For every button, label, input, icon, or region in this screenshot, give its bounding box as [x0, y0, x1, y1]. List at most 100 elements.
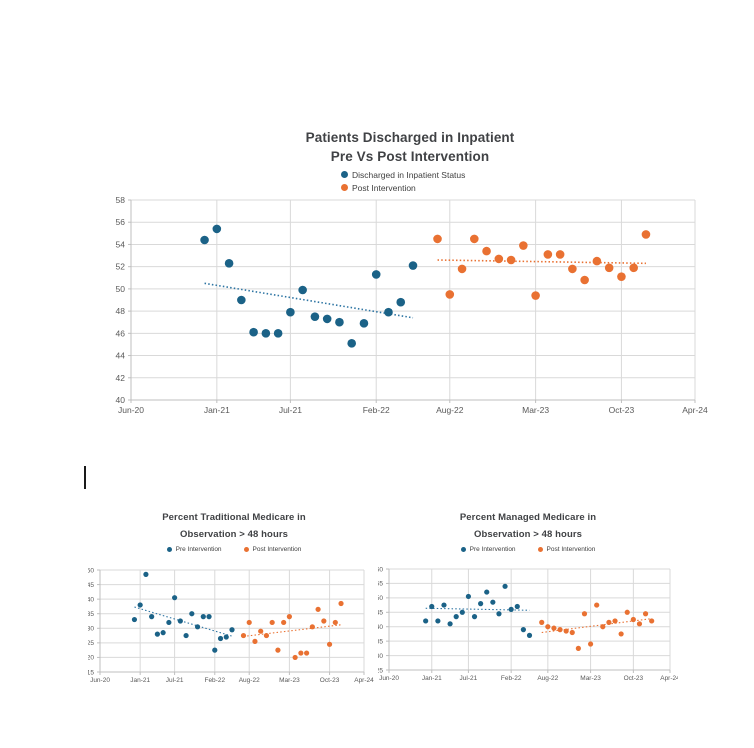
- chart-title-line-1: Percent Traditional Medicare in: [162, 512, 306, 523]
- x-tick-label: Jul-21: [279, 405, 302, 415]
- y-tick-label: 25: [88, 640, 94, 647]
- data-point-post: [594, 602, 600, 608]
- chart-title: Patients Discharged in Inpatient Pre Vs …: [95, 128, 725, 166]
- data-point-post: [470, 234, 479, 244]
- x-tick-label: Oct-23: [320, 677, 340, 684]
- chart-managed-medicare[interactable]: Percent Managed Medicare in Observation …: [378, 505, 678, 695]
- x-tick-label: Apr-24: [682, 405, 708, 415]
- chart-title: Percent Managed Medicare in Observation …: [378, 509, 678, 543]
- data-point-post: [292, 654, 298, 661]
- data-point-pre: [429, 603, 435, 610]
- data-point-pre: [347, 339, 356, 348]
- data-point-pre: [435, 618, 441, 624]
- data-point-post: [286, 614, 292, 620]
- data-point-post: [309, 624, 315, 630]
- data-point-post: [269, 619, 275, 626]
- x-tick-label: Mar-23: [580, 675, 601, 682]
- legend-item: Post Intervention: [537, 546, 595, 553]
- data-point-pre: [384, 307, 393, 317]
- data-point-post: [545, 624, 551, 630]
- data-point-post: [617, 272, 626, 281]
- chart-legend: Discharged in Inpatient Status Post Inter…: [341, 168, 465, 194]
- y-tick-label: 48: [116, 306, 126, 316]
- y-tick-label: 52: [116, 262, 126, 272]
- x-tick-label: Jun-20: [90, 677, 110, 684]
- data-point-pre: [177, 618, 183, 624]
- legend-marker-icon: [537, 547, 543, 552]
- data-point-pre: [408, 261, 418, 270]
- x-tick-label: Mar-23: [279, 677, 300, 684]
- data-point-pre: [310, 312, 320, 321]
- data-point-pre: [183, 632, 189, 639]
- data-point-pre: [166, 619, 172, 626]
- data-point-post: [636, 621, 643, 627]
- legend-item: Pre Intervention: [460, 546, 516, 553]
- data-point-pre: [359, 319, 369, 328]
- chart-title-line-2: Pre Vs Post Intervention: [330, 149, 490, 164]
- data-point-post: [275, 647, 281, 653]
- chart-traditional-medicare[interactable]: Percent Traditional Medicare in Observat…: [88, 505, 380, 695]
- y-tick-label: 40: [88, 596, 94, 603]
- y-tick-label: 30: [88, 626, 94, 633]
- chart-title: Percent Traditional Medicare in Observat…: [88, 509, 380, 543]
- data-point-post: [252, 638, 258, 644]
- y-tick-label: 44: [116, 351, 126, 361]
- y-tick-label: 42: [116, 373, 126, 383]
- data-point-pre: [160, 630, 166, 636]
- data-point-post: [649, 618, 655, 624]
- legend-marker-icon: [243, 547, 249, 552]
- legend-label: Discharged in Inpatient Status: [352, 169, 466, 180]
- chart-patients-discharged-inpatient[interactable]: Patients Discharged in Inpatient Pre Vs …: [95, 122, 725, 425]
- data-point-post: [482, 246, 491, 256]
- data-point-post: [543, 250, 553, 259]
- data-point-pre: [249, 327, 258, 337]
- data-point-post: [263, 632, 270, 639]
- data-point-post: [592, 256, 602, 266]
- data-point-post: [315, 606, 321, 612]
- data-point-pre: [459, 609, 465, 615]
- data-point-post: [618, 631, 624, 637]
- legend-label: Pre Intervention: [469, 546, 516, 553]
- data-point-pre: [465, 593, 472, 600]
- plot-area: 40 42 44 46 48 50 52 54 56 58 Jun-20 Jan-21 Jul-21 Fe…: [116, 195, 708, 415]
- pre-trendline: [134, 606, 233, 637]
- data-point-post: [569, 629, 575, 636]
- data-point-post: [568, 264, 577, 274]
- y-tick-label: 60: [378, 566, 383, 573]
- data-point-post: [506, 255, 516, 265]
- data-point-post: [281, 619, 287, 626]
- data-point-pre: [484, 589, 490, 595]
- x-tick-label: Jan-21: [204, 405, 230, 415]
- post-trendline: [437, 259, 646, 265]
- data-point-pre: [172, 595, 178, 601]
- data-point-pre: [514, 603, 520, 610]
- y-tick-label: 56: [116, 217, 126, 227]
- data-point-post: [326, 641, 333, 647]
- data-point-post: [519, 241, 528, 250]
- data-point-post: [642, 611, 649, 617]
- data-point-post: [539, 619, 545, 625]
- legend-item: Post Intervention: [341, 181, 465, 194]
- x-tick-label: Oct-23: [609, 405, 635, 415]
- y-tick-label: 55: [378, 581, 383, 588]
- data-point-pre: [396, 297, 406, 307]
- data-point-pre: [131, 616, 138, 623]
- y-tick-label: 50: [88, 567, 94, 574]
- data-point-pre: [441, 602, 447, 608]
- chart-legend: Pre Intervention Post Intervention: [378, 546, 678, 553]
- data-point-pre: [143, 571, 149, 577]
- data-point-pre: [371, 270, 381, 279]
- data-point-pre: [520, 627, 526, 633]
- data-point-pre: [322, 314, 332, 324]
- data-point-pre: [206, 614, 212, 620]
- data-point-pre: [224, 259, 234, 268]
- data-point-post: [629, 263, 638, 273]
- y-tick-label: 58: [116, 195, 126, 205]
- x-tick-label: Feb-22: [501, 675, 522, 682]
- data-point-post: [246, 619, 252, 626]
- chart-title-line-1: Patients Discharged in Inpatient: [305, 130, 515, 145]
- data-point-pre: [137, 602, 143, 608]
- data-point-post: [557, 627, 563, 633]
- x-tick-label: Oct-23: [624, 675, 644, 682]
- data-point-post: [551, 625, 557, 631]
